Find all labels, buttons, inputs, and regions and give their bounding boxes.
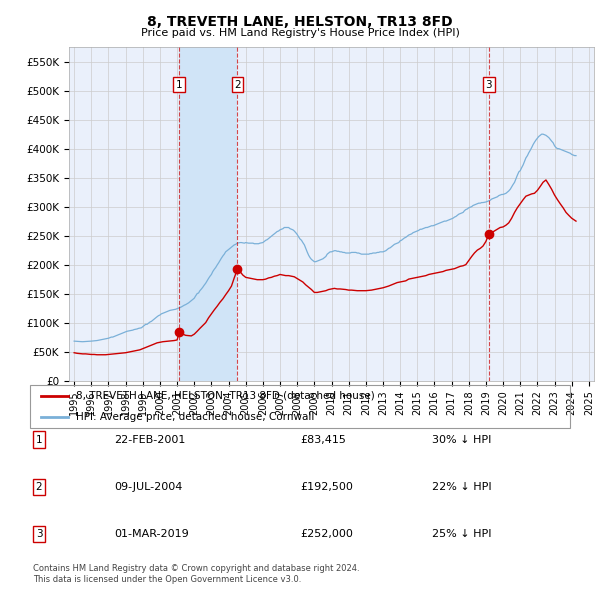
Text: 30% ↓ HPI: 30% ↓ HPI xyxy=(432,435,491,444)
Text: 22-FEB-2001: 22-FEB-2001 xyxy=(114,435,185,444)
Text: 25% ↓ HPI: 25% ↓ HPI xyxy=(432,529,491,539)
Text: £83,415: £83,415 xyxy=(300,435,346,444)
Text: Price paid vs. HM Land Registry's House Price Index (HPI): Price paid vs. HM Land Registry's House … xyxy=(140,28,460,38)
Text: 3: 3 xyxy=(35,529,43,539)
Text: This data is licensed under the Open Government Licence v3.0.: This data is licensed under the Open Gov… xyxy=(33,575,301,584)
Text: 1: 1 xyxy=(35,435,43,444)
Text: 3: 3 xyxy=(485,80,492,90)
Text: Contains HM Land Registry data © Crown copyright and database right 2024.: Contains HM Land Registry data © Crown c… xyxy=(33,565,359,573)
Text: 2: 2 xyxy=(35,482,43,491)
Text: 22% ↓ HPI: 22% ↓ HPI xyxy=(432,482,491,491)
Text: 8, TREVETH LANE, HELSTON, TR13 8FD (detached house): 8, TREVETH LANE, HELSTON, TR13 8FD (deta… xyxy=(76,391,374,401)
Text: 09-JUL-2004: 09-JUL-2004 xyxy=(114,482,182,491)
Bar xyxy=(179,47,238,381)
Text: 2: 2 xyxy=(234,80,241,90)
Text: 8, TREVETH LANE, HELSTON, TR13 8FD: 8, TREVETH LANE, HELSTON, TR13 8FD xyxy=(147,15,453,29)
Text: £252,000: £252,000 xyxy=(300,529,353,539)
Text: 1: 1 xyxy=(176,80,182,90)
Text: HPI: Average price, detached house, Cornwall: HPI: Average price, detached house, Corn… xyxy=(76,412,314,422)
Text: 01-MAR-2019: 01-MAR-2019 xyxy=(114,529,189,539)
Text: £192,500: £192,500 xyxy=(300,482,353,491)
